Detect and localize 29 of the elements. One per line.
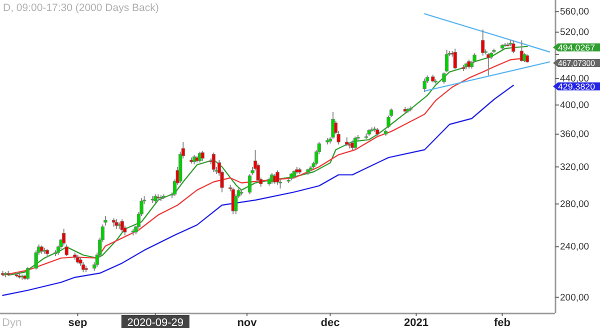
candlestick (353, 136, 357, 150)
candlestick (481, 29, 485, 56)
y-tick-label: 280,00 (560, 198, 590, 210)
line-series (2, 84, 514, 296)
x-tick-label: sep (68, 317, 88, 328)
candlestick (212, 152, 216, 173)
candlestick (200, 150, 204, 162)
x-tick-label: nov (237, 317, 258, 328)
y-tick-label: 520,00 (560, 27, 590, 38)
candlestick (81, 262, 86, 273)
y-tick-label: 320,00 (560, 162, 590, 173)
candlestick (486, 52, 490, 76)
text: 467,07300 (558, 58, 598, 68)
y-tick-label: 360,00 (560, 129, 590, 140)
candlestick (26, 266, 30, 280)
y-tick-label: 560,00 (560, 6, 590, 18)
y-tick-label: 200,00 (560, 292, 590, 304)
x-tick-label: dec (320, 317, 340, 328)
y-tick-label: 240,00 (560, 242, 590, 253)
candlestick (104, 216, 108, 226)
y-tick-label: 400,00 (560, 100, 590, 111)
chart-title: D, 09:00-17:30 (2000 Days Back) (3, 2, 159, 14)
text: 494,0267 (558, 42, 596, 52)
candlestick (422, 78, 426, 93)
x-tick-label: 2021 (404, 317, 428, 328)
text: Dyn (2, 317, 22, 328)
x-tick-label: feb (494, 317, 511, 328)
x-tick-label: 2020-09-29 (127, 317, 184, 328)
candlestick (453, 48, 457, 70)
